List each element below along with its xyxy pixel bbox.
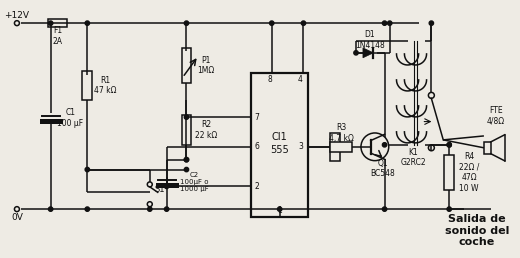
Bar [181, 48, 191, 84]
Circle shape [184, 167, 189, 172]
Text: 7: 7 [254, 113, 259, 122]
Circle shape [354, 51, 358, 55]
Circle shape [387, 21, 392, 25]
Text: K1
G2RC2: K1 G2RC2 [401, 148, 426, 167]
Circle shape [447, 143, 451, 147]
Text: 3: 3 [298, 142, 303, 151]
Text: R2
22 kΩ: R2 22 kΩ [195, 120, 217, 140]
Circle shape [148, 207, 152, 211]
Text: CI1: CI1 [272, 132, 288, 142]
Text: C2
100μF o
1000 μF: C2 100μF o 1000 μF [180, 172, 209, 192]
Bar [251, 72, 308, 217]
Bar [330, 142, 352, 152]
Text: 1: 1 [277, 206, 282, 215]
Circle shape [269, 21, 274, 25]
Polygon shape [363, 48, 373, 58]
Circle shape [382, 143, 387, 147]
Text: 6: 6 [254, 142, 259, 151]
Circle shape [184, 21, 189, 25]
Text: D1
1N4148: D1 1N4148 [355, 30, 385, 50]
Circle shape [278, 207, 282, 211]
Circle shape [184, 157, 189, 162]
Circle shape [301, 21, 306, 25]
Text: F1
2A: F1 2A [53, 26, 62, 46]
Circle shape [382, 21, 387, 25]
Bar [48, 19, 68, 27]
Text: FTE
4/8Ω: FTE 4/8Ω [487, 107, 505, 126]
Text: 4: 4 [298, 75, 303, 84]
Text: C1
100 μF: C1 100 μF [57, 108, 84, 128]
Bar [181, 115, 191, 145]
Circle shape [164, 184, 169, 189]
Text: R3
4,7 kΩ: R3 4,7 kΩ [329, 123, 354, 143]
Circle shape [48, 21, 53, 25]
Circle shape [382, 207, 387, 211]
Circle shape [361, 133, 389, 161]
Circle shape [48, 207, 53, 211]
Circle shape [447, 143, 451, 147]
Circle shape [184, 115, 189, 119]
Text: P1
1MΩ: P1 1MΩ [198, 56, 215, 75]
Circle shape [429, 21, 434, 25]
Circle shape [85, 207, 89, 211]
Text: Salida de
sonido del
coche: Salida de sonido del coche [445, 214, 509, 247]
Bar [82, 71, 92, 100]
Text: 0V: 0V [11, 213, 23, 222]
Text: 555: 555 [270, 145, 289, 155]
Bar [444, 155, 454, 190]
Circle shape [85, 21, 89, 25]
Text: S1: S1 [154, 185, 165, 194]
Bar [330, 133, 340, 161]
Text: R4
22Ω /
47Ω
10 W: R4 22Ω / 47Ω 10 W [459, 152, 479, 193]
Circle shape [85, 167, 89, 172]
Text: 8: 8 [267, 75, 272, 84]
Bar [484, 142, 491, 154]
Text: Q1
BC548: Q1 BC548 [370, 159, 395, 178]
Text: 2: 2 [254, 182, 259, 191]
Text: R1
47 kΩ: R1 47 kΩ [94, 76, 116, 95]
Circle shape [447, 207, 451, 211]
Circle shape [184, 157, 189, 162]
Circle shape [164, 207, 169, 211]
Text: +12V: +12V [4, 11, 30, 20]
